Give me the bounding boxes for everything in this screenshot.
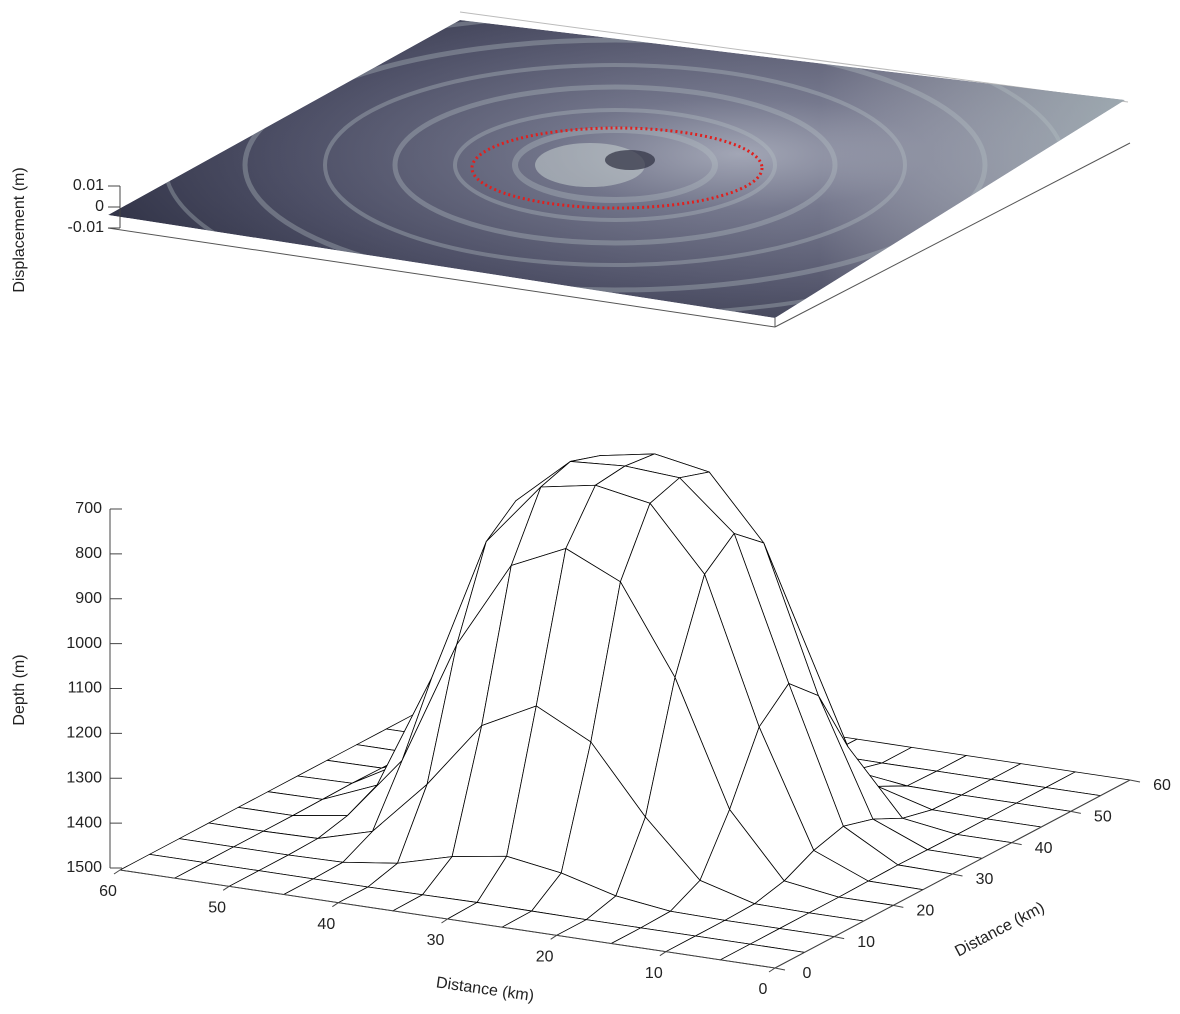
z-tick-label: 1200 (66, 725, 102, 742)
x-tick (223, 886, 229, 890)
z-tick-label: 900 (75, 590, 102, 607)
x-tick (332, 903, 338, 907)
x-tick-label: 0 (759, 981, 768, 998)
x-tick (769, 968, 775, 972)
figure: 0.010-0.01Displacement (m) 7008009001000… (0, 0, 1180, 1009)
y-tick (775, 968, 785, 970)
y-tick-label: 40 (1035, 840, 1053, 857)
x-tick-label: 30 (427, 932, 445, 949)
x-tick (660, 952, 666, 956)
y-tick-label: 10 (857, 934, 875, 951)
y-tick (953, 874, 963, 876)
y-axis-label: Distance (km) (952, 899, 1047, 960)
z-tick-label: 0.01 (73, 177, 104, 194)
y-tick-label: 50 (1094, 809, 1112, 826)
y-tick-label: 60 (1153, 777, 1171, 794)
y-tick (834, 937, 844, 939)
x-tick-label: 60 (99, 883, 117, 900)
z-tick-label: -0.01 (68, 219, 105, 236)
surface-axes: 0.01 0 -0.01 Displacement (m) (11, 167, 120, 292)
z-tick-label: 1300 (66, 769, 102, 786)
surface-panel (108, 12, 1130, 327)
x-tick (114, 870, 120, 874)
x-tick-label: 20 (536, 949, 554, 966)
y-tick (1012, 843, 1022, 845)
page: {"chart_data": [ {"type": "surface", "zl… (0, 0, 1180, 1009)
surface-image (108, 15, 1125, 318)
x-tick-label: 40 (317, 916, 335, 933)
z-tick-label: 800 (75, 545, 102, 562)
z-tick-label: 1000 (66, 635, 102, 652)
x-tick (442, 919, 448, 923)
x-axis-label: Distance (km) (435, 974, 535, 1005)
z-tick-label: 1500 (66, 859, 102, 876)
z-tick-label: 700 (75, 500, 102, 517)
y-tick-label: 0 (803, 965, 812, 982)
z-tick-label: 1100 (68, 680, 103, 697)
x-tick-label: 50 (208, 900, 226, 917)
y-tick (1071, 811, 1081, 813)
z-axis-label: Depth (m) (11, 654, 28, 725)
y-tick-label: 30 (976, 871, 994, 888)
z-axis-label: Displacement (m) (11, 167, 28, 292)
y-tick (893, 905, 903, 907)
x-tick (551, 935, 557, 939)
z-tick-label: 0 (95, 198, 104, 215)
x-tick-label: 10 (645, 965, 663, 982)
z-tick-label: 1400 (66, 814, 102, 831)
y-tick-label: 20 (916, 903, 934, 920)
y-tick (1130, 780, 1140, 782)
